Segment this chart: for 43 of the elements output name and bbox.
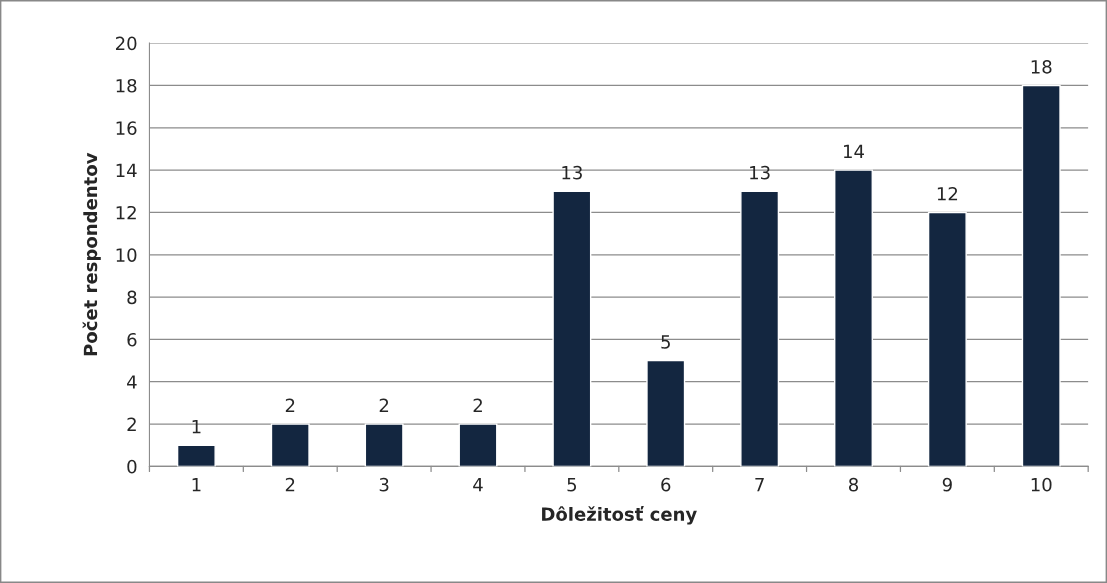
- y-axis-title: Počet respondentov: [82, 152, 101, 356]
- data-label: 13: [562, 165, 582, 180]
- y-tick-label: 16: [116, 121, 137, 135]
- bar: [646, 359, 686, 467]
- y-tick-label: 8: [127, 290, 137, 305]
- data-label: 2: [473, 398, 482, 412]
- data-label: 13: [750, 165, 770, 180]
- y-tick-label: 18: [116, 78, 137, 93]
- data-label: 5: [661, 335, 670, 349]
- x-axis-title: Dôležitosť ceny: [542, 506, 697, 525]
- x-tick-label: 9: [942, 477, 952, 492]
- y-tick-label: 6: [127, 332, 137, 347]
- y-tick-label: 14: [116, 163, 137, 177]
- x-tick-label: 10: [1031, 477, 1052, 492]
- y-tick-label: 4: [127, 375, 137, 389]
- data-label: 14: [843, 144, 864, 159]
- bar: [927, 211, 967, 467]
- bar: [740, 190, 780, 467]
- data-label: 2: [285, 398, 295, 412]
- x-tick-label: 6: [661, 477, 671, 492]
- data-label: 1: [192, 419, 201, 434]
- x-tick-label: 1: [192, 478, 201, 492]
- data-label: 18: [1031, 59, 1052, 74]
- bar: [552, 190, 592, 467]
- x-tick-label: 7: [755, 478, 764, 492]
- bar: [1021, 84, 1061, 467]
- bar: [364, 423, 404, 467]
- x-tick-label: 4: [473, 478, 483, 492]
- y-tick-label: 0: [127, 459, 137, 474]
- data-label: 12: [937, 186, 958, 201]
- y-tick-label: 20: [115, 36, 137, 51]
- y-tick-label: 10: [116, 248, 137, 262]
- data-label: 2: [379, 398, 389, 412]
- bar: [458, 423, 498, 467]
- bar: [834, 169, 873, 467]
- y-tick-label: 2: [127, 417, 136, 431]
- x-tick-label: 3: [379, 477, 389, 492]
- bar: [270, 423, 310, 467]
- bar: [176, 444, 216, 467]
- y-tick-label: 12: [116, 205, 136, 220]
- x-tick-label: 2: [285, 477, 295, 492]
- x-tick-label: 5: [567, 478, 577, 492]
- x-tick-label: 8: [848, 477, 859, 492]
